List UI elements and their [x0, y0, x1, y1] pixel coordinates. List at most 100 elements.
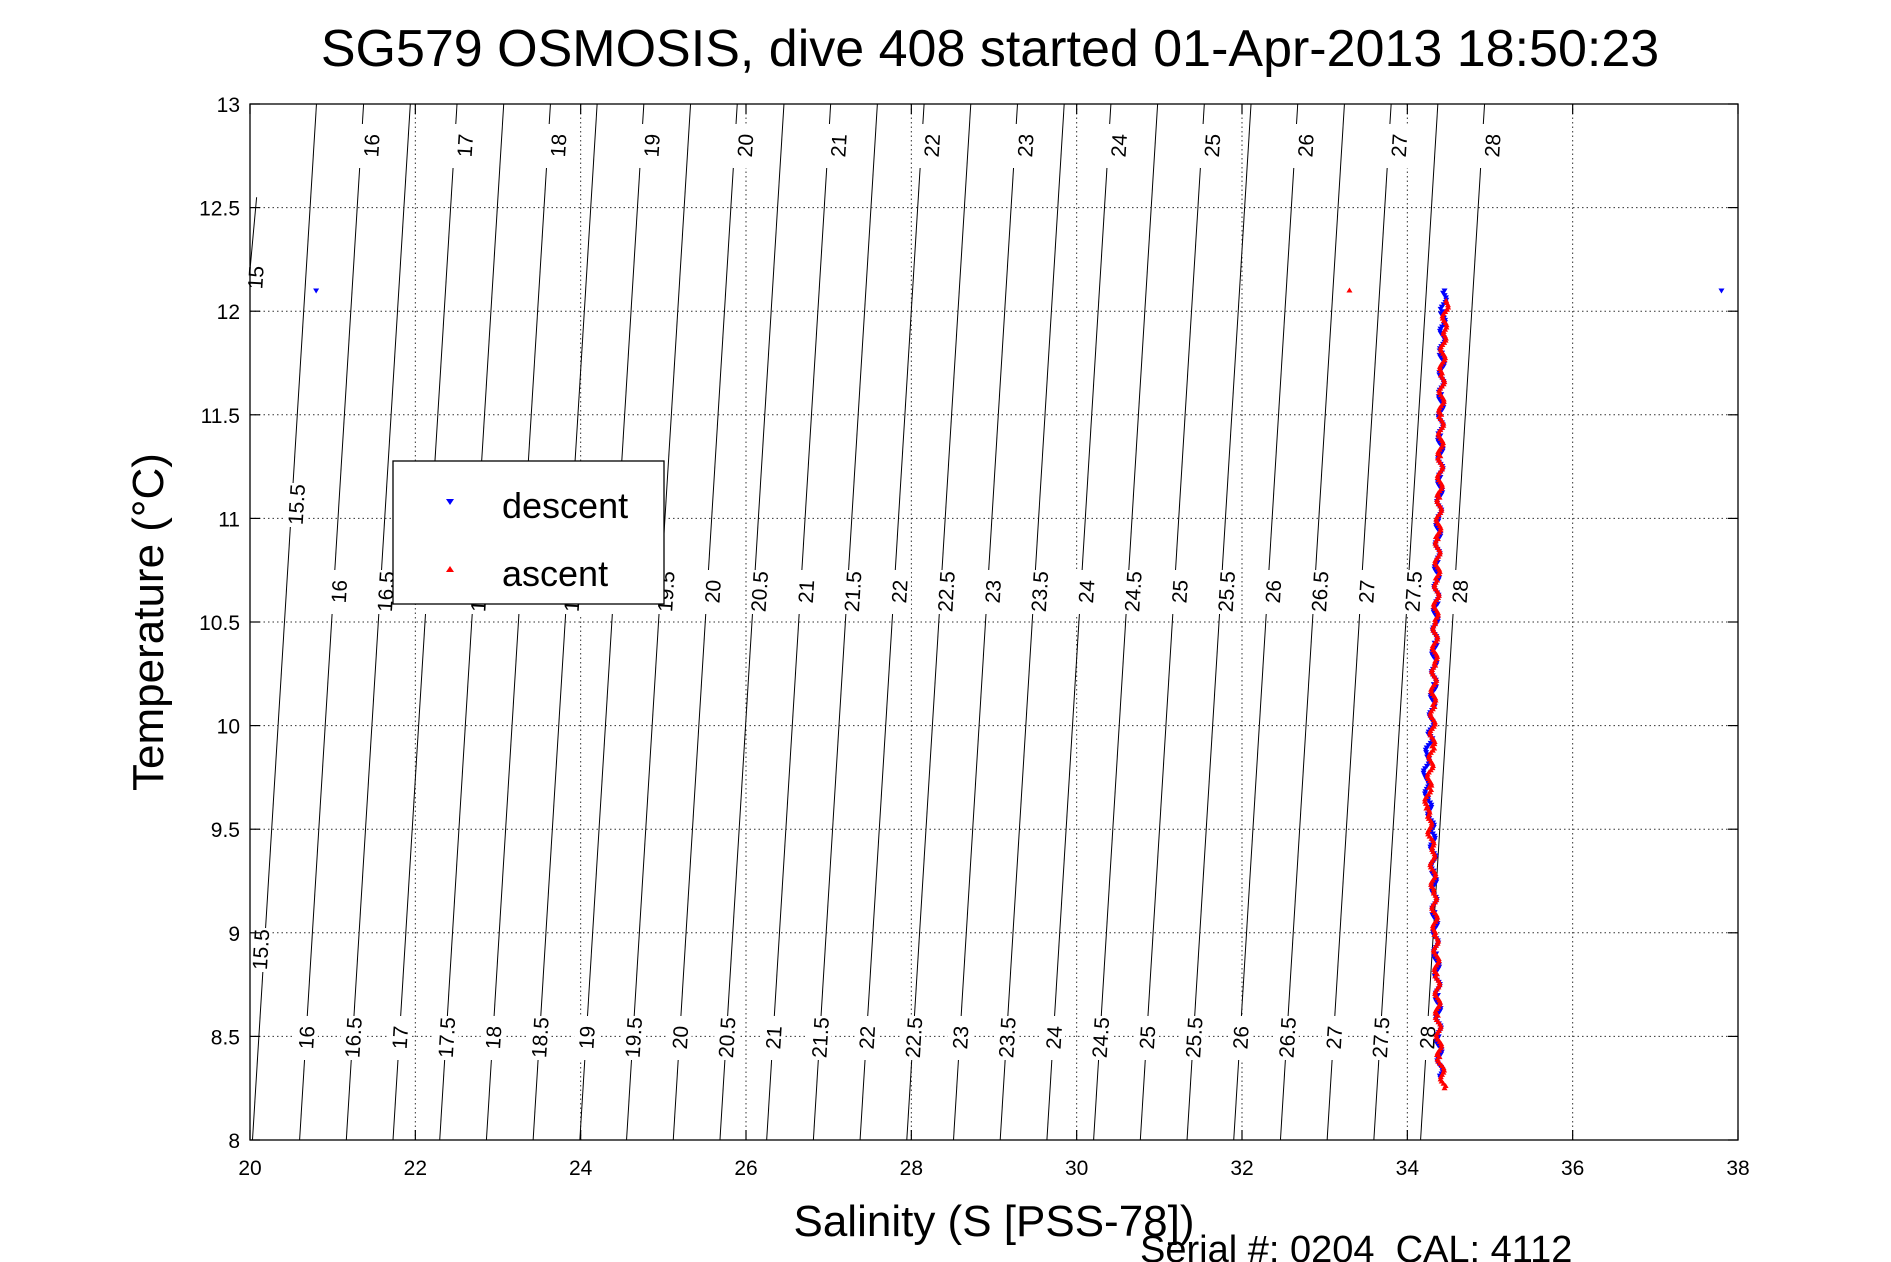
ascent-point [1442, 1082, 1449, 1088]
isopycnal-label-mid-26.5: 26.5 [1308, 570, 1333, 612]
x-tick-label: 22 [404, 1157, 427, 1180]
contour-line-15 [249, 197, 258, 270]
isopycnal-label-bot-18.5-bg [527, 1016, 552, 1060]
x-tick-label: 32 [1230, 1157, 1253, 1180]
ascent-point [1431, 738, 1438, 744]
isopycnal-label-mid-23: 23 [982, 579, 1006, 604]
y-tick-label: 9 [228, 923, 240, 946]
ascent-point [1432, 675, 1439, 681]
isopycnal-label-bot-16-bg [293, 1016, 318, 1060]
isopycnal-label-bot-20: 20 [669, 1025, 693, 1050]
isopycnal-label-bot-27: 27 [1323, 1025, 1347, 1050]
descent-point [1437, 306, 1444, 312]
ascent-point [1440, 440, 1447, 446]
contour-line-20 [672, 103, 738, 1141]
ascent-point [1437, 1023, 1444, 1029]
isopycnal-label-mid-25.5-bg [1213, 570, 1238, 614]
ascent-point [1437, 1074, 1444, 1080]
contour-line-27 [1326, 103, 1392, 1141]
isopycnal-label-top-28-bg [1479, 124, 1504, 168]
isopycnal-label-top-16: 16 [360, 133, 384, 158]
contour-line-19-5 [626, 103, 692, 1141]
isopycnal-label-bot-21.5: 21.5 [808, 1016, 833, 1058]
isopycnal-label-bot-26.5: 26.5 [1276, 1016, 1301, 1058]
isopycnal-label-bot-16: 16 [295, 1025, 319, 1050]
isopycnal-label-top-23-bg [1012, 124, 1037, 168]
y-tick-label: 9.5 [211, 819, 240, 842]
ascent-point [1435, 451, 1442, 457]
isopycnal-label-lowleft-15.5-bg [248, 928, 273, 972]
isopycnal-label-mid-16-bg [326, 570, 351, 614]
ascent-point [1435, 955, 1442, 961]
ascent-point [1427, 710, 1434, 716]
isopycnal-label-mid-27: 27 [1355, 579, 1379, 604]
ascent-point [1435, 407, 1442, 413]
isopycnal-label-top-25: 25 [1201, 133, 1225, 158]
ascent-point [1436, 409, 1443, 415]
ascent-point [1428, 782, 1435, 788]
y-axis-label: Temperature (°C) [124, 453, 173, 791]
isopycnal-label-mid-20: 20 [701, 579, 725, 604]
contour-line-20-5 [719, 103, 785, 1141]
contour-line-21 [766, 103, 832, 1141]
isopycnal-label-top-20-bg [732, 124, 757, 168]
isopycnal-label-top-17-bg [452, 124, 477, 168]
ascent-point [1434, 496, 1441, 502]
grid-lines [250, 104, 1738, 1140]
ascent-point [1432, 575, 1439, 581]
isopycnal-label-top-19: 19 [640, 133, 664, 158]
isopycnal-label-bot-23: 23 [949, 1025, 973, 1050]
ascent-point [1434, 914, 1441, 920]
isopycnal-label-mid-22.5: 22.5 [934, 570, 959, 612]
isopycnal-label-mid-21-bg [793, 570, 818, 614]
ascent-point [1437, 344, 1444, 350]
ascent-point [1431, 964, 1438, 970]
y-tick-label: 8.5 [211, 1026, 240, 1049]
x-axis-ticks: 20 22 24 26 28 30 32 34 36 38 [238, 104, 1750, 1180]
isopycnal-label-bot-19: 19 [575, 1025, 599, 1050]
isopycnal-label-15: 15 [244, 265, 268, 290]
ascent-point [1438, 1041, 1445, 1047]
ascent-point [1440, 1065, 1447, 1071]
ascent-point [1432, 538, 1439, 544]
isopycnal-label-bot-19.5: 19.5 [622, 1016, 647, 1058]
isopycnal-label-mid-20.5: 20.5 [748, 570, 773, 612]
ascent-point [1430, 947, 1437, 953]
isopycnal-label-mid-21.5: 21.5 [841, 570, 866, 612]
isopycnal-label-bot-18-bg [480, 1016, 505, 1060]
ascent-point [1435, 590, 1442, 596]
x-tick-label: 26 [734, 1157, 757, 1180]
isopycnal-label-top-21-bg [825, 124, 850, 168]
isopycnal-label-bot-22-bg [854, 1016, 879, 1060]
legend-ascent-label: ascent [502, 553, 608, 594]
contour-line-16 [299, 103, 365, 1141]
isopycnal-label-top-19-bg [639, 124, 664, 168]
ascent-point [1430, 840, 1437, 846]
ascent-point [1429, 844, 1436, 850]
isopycnal-label-mid-24-bg [1073, 570, 1098, 614]
isopycnal-label-bot-20.5: 20.5 [715, 1016, 740, 1058]
x-tick-label: 34 [1396, 1157, 1420, 1180]
contour-line-17 [392, 103, 458, 1141]
isopycnal-label-bot-23.5-bg [994, 1016, 1019, 1060]
ascent-point [1442, 335, 1449, 341]
x-tick-label: 24 [569, 1157, 593, 1180]
isopycnal-label-top-18: 18 [547, 133, 571, 158]
ascent-point [1424, 803, 1431, 809]
isopycnal-label-bot-24-bg [1041, 1016, 1066, 1060]
ascent-point [1437, 999, 1444, 1005]
isopycnal-label-bot-21.5-bg [807, 1016, 832, 1060]
ascent-point [1431, 927, 1438, 933]
ascent-point [1436, 387, 1443, 393]
isopycnal-label-left-15.5-bg [283, 483, 308, 527]
isopycnal-label-mid-24.5: 24.5 [1121, 570, 1146, 612]
ascent-point [1437, 549, 1444, 555]
data-points [313, 287, 1725, 1091]
isopycnal-label-top-20: 20 [734, 133, 758, 158]
isopycnal-label-mid-22: 22 [888, 579, 912, 604]
isopycnal-label-bot-25.5-bg [1181, 1016, 1206, 1060]
isopycnal-label-bot-16.5-bg [340, 1016, 365, 1060]
isopycnal-label-bot-27.5-bg [1368, 1016, 1393, 1060]
legend-descent-label: descent [502, 485, 628, 526]
ascent-point [1429, 642, 1436, 648]
